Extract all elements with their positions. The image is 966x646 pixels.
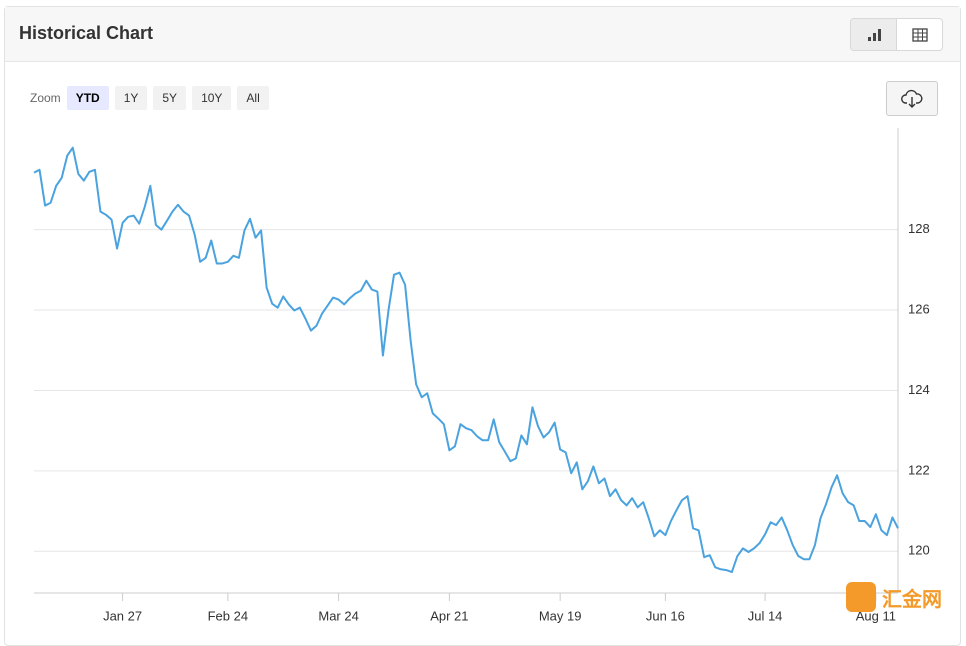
- price-line: [33, 146, 899, 574]
- watermark-text: 汇金网: [882, 588, 942, 611]
- download-button[interactable]: [886, 81, 938, 116]
- y-tick-label: 126: [908, 301, 930, 316]
- y-tick-label: 124: [908, 382, 930, 397]
- x-tick-label: Jul 14: [748, 608, 783, 623]
- card-header: Historical Chart: [5, 7, 960, 62]
- x-tick-label: Jun 16: [646, 608, 685, 623]
- zoom-button[interactable]: YTD: [66, 86, 109, 110]
- table-view-button[interactable]: [897, 19, 942, 50]
- zoom-button[interactable]: All: [237, 86, 269, 110]
- chart-card: Historical Chart: [4, 6, 961, 646]
- x-tick-label: Feb 24: [208, 608, 248, 623]
- zoom-label: Zoom: [30, 91, 61, 105]
- watermark-logo: [846, 582, 876, 612]
- x-tick-label: May 19: [539, 608, 582, 623]
- x-tick-label: Mar 24: [318, 608, 358, 623]
- zoom-button[interactable]: 1Y: [114, 86, 148, 110]
- y-tick-label: 122: [908, 462, 930, 477]
- watermark: 汇金网: [846, 582, 942, 612]
- x-tick-label: Aug 11: [856, 608, 896, 623]
- download-icon: [901, 89, 923, 108]
- table-icon: [911, 27, 928, 42]
- y-tick-label: 128: [908, 221, 930, 236]
- zoom-bar: Zoom YTD 1Y 5Y 10Y All: [30, 86, 269, 110]
- chart-icon: [867, 28, 881, 41]
- x-tick-label: Apr 21: [430, 608, 468, 623]
- chart-view-button[interactable]: [851, 19, 897, 50]
- card-title: Historical Chart: [19, 23, 154, 43]
- zoom-button[interactable]: 10Y: [192, 86, 232, 110]
- view-toggle: [850, 18, 943, 51]
- y-tick-label: 120: [908, 543, 930, 558]
- zoom-button[interactable]: 5Y: [153, 86, 187, 110]
- x-tick-label: Jan 27: [103, 608, 142, 623]
